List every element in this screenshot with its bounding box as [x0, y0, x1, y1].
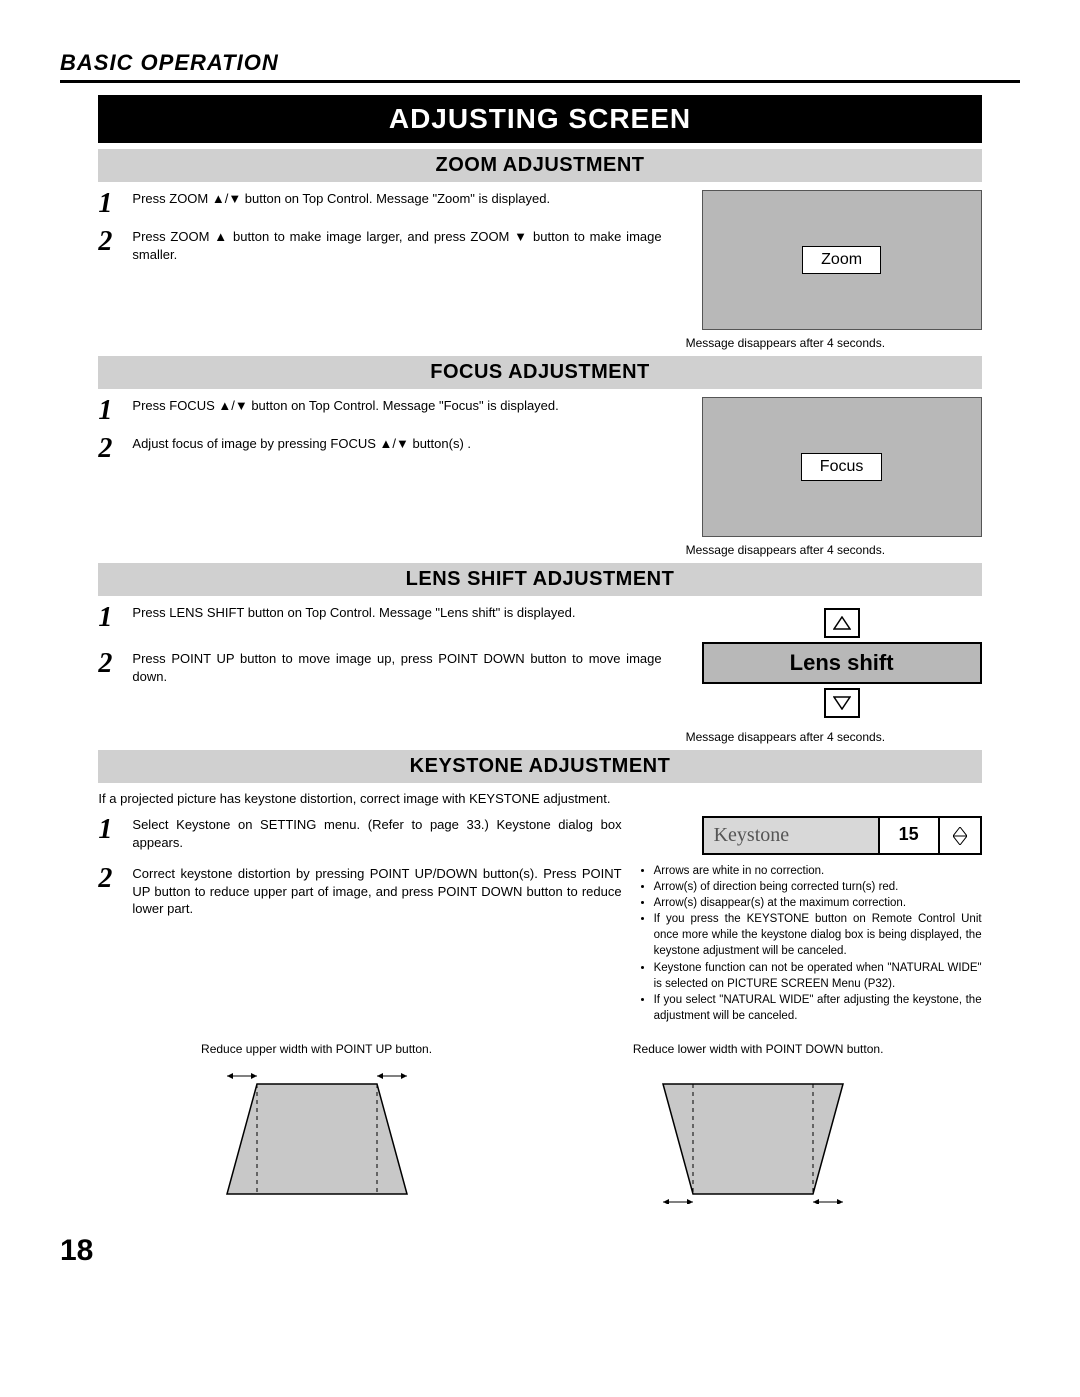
zoom-step-1: 1 Press ZOOM ▲/▼ button on Top Control. … — [98, 190, 661, 218]
keystone-box-label: Keystone — [704, 818, 880, 853]
keystone-step-2: 2 Correct keystone distortion by pressin… — [98, 865, 621, 918]
step-text: Correct keystone distortion by pressing … — [132, 865, 621, 918]
page-number: 18 — [60, 1234, 1020, 1268]
trap-lower-caption: Reduce lower width with POINT DOWN butto… — [633, 1042, 884, 1056]
zoom-label-box: Zoom — [802, 246, 881, 274]
trapezoid-row: Reduce upper width with POINT UP button.… — [98, 1042, 981, 1204]
focus-step-1: 1 Press FOCUS ▲/▼ button on Top Control.… — [98, 397, 661, 425]
zoom-caption: Message disappears after 4 seconds. — [686, 336, 982, 350]
step-text: Press FOCUS ▲/▼ button on Top Control. M… — [132, 397, 661, 415]
zoom-illustration: Zoom Message disappears after 4 seconds. — [682, 190, 982, 350]
focus-caption: Message disappears after 4 seconds. — [686, 543, 982, 557]
trap-upper-block: Reduce upper width with POINT UP button. — [197, 1042, 437, 1204]
step-number: 1 — [98, 397, 120, 425]
zoom-row: 1 Press ZOOM ▲/▼ button on Top Control. … — [98, 190, 981, 350]
keystone-intro: If a projected picture has keystone dist… — [98, 791, 981, 806]
lens-heading: LENS SHIFT ADJUSTMENT — [98, 563, 981, 596]
step-text: Press LENS SHIFT button on Top Control. … — [132, 604, 661, 622]
keystone-bullet: If you select "NATURAL WIDE" after adjus… — [654, 992, 982, 1024]
keystone-bullet: Arrow(s) disappear(s) at the maximum cor… — [654, 895, 982, 911]
zoom-steps: 1 Press ZOOM ▲/▼ button on Top Control. … — [98, 190, 661, 350]
step-text: Press ZOOM ▲ button to make image larger… — [132, 228, 661, 263]
step-text: Select Keystone on SETTING menu. (Refer … — [132, 816, 621, 851]
keystone-illustration: Keystone 15 Arrows are white in no corre… — [642, 816, 982, 1024]
lens-illustration: Lens shift Message disappears after 4 se… — [682, 604, 982, 744]
keystone-steps: 1 Select Keystone on SETTING menu. (Refe… — [98, 816, 621, 1024]
keystone-step-1: 1 Select Keystone on SETTING menu. (Refe… — [98, 816, 621, 851]
zoom-heading: ZOOM ADJUSTMENT — [98, 149, 981, 182]
keystone-bullets: Arrows are white in no correction.Arrow(… — [642, 863, 982, 1024]
keystone-bullet: Keystone function can not be operated wh… — [654, 960, 982, 992]
keystone-arrows-icon — [940, 818, 980, 853]
section-header: BASIC OPERATION — [60, 50, 1020, 83]
step-number: 2 — [98, 650, 120, 678]
step-number: 1 — [98, 604, 120, 632]
step-text: Adjust focus of image by pressing FOCUS … — [132, 435, 661, 453]
trap-lower-block: Reduce lower width with POINT DOWN butto… — [633, 1042, 884, 1204]
focus-screen-box: Focus — [702, 397, 982, 537]
arrow-up-icon — [824, 608, 860, 638]
lens-caption: Message disappears after 4 seconds. — [686, 730, 982, 744]
step-number: 2 — [98, 228, 120, 256]
zoom-screen-box: Zoom — [702, 190, 982, 330]
keystone-heading: KEYSTONE ADJUSTMENT — [98, 750, 981, 783]
step-number: 1 — [98, 190, 120, 218]
step-text: Press POINT UP button to move image up, … — [132, 650, 661, 685]
focus-row: 1 Press FOCUS ▲/▼ button on Top Control.… — [98, 397, 981, 557]
keystone-row: 1 Select Keystone on SETTING menu. (Refe… — [98, 816, 981, 1024]
trap-upper-caption: Reduce upper width with POINT UP button. — [197, 1042, 437, 1056]
lens-step-1: 1 Press LENS SHIFT button on Top Control… — [98, 604, 661, 632]
arrow-down-icon — [824, 688, 860, 718]
keystone-bullet: Arrows are white in no correction. — [654, 863, 982, 879]
lens-row: 1 Press LENS SHIFT button on Top Control… — [98, 604, 981, 744]
step-number: 1 — [98, 816, 120, 844]
trapezoid-upper-icon — [197, 1064, 437, 1204]
step-number: 2 — [98, 435, 120, 463]
page-title-bar: ADJUSTING SCREEN — [98, 95, 981, 143]
lens-step-2: 2 Press POINT UP button to move image up… — [98, 650, 661, 685]
zoom-step-2: 2 Press ZOOM ▲ button to make image larg… — [98, 228, 661, 263]
trapezoid-lower-icon — [633, 1064, 873, 1204]
focus-illustration: Focus Message disappears after 4 seconds… — [682, 397, 982, 557]
focus-heading: FOCUS ADJUSTMENT — [98, 356, 981, 389]
lens-shift-box: Lens shift — [702, 608, 982, 718]
step-text: Press ZOOM ▲/▼ button on Top Control. Me… — [132, 190, 661, 208]
keystone-bullet: Arrow(s) of direction being corrected tu… — [654, 879, 982, 895]
step-number: 2 — [98, 865, 120, 893]
keystone-intro-row: If a projected picture has keystone dist… — [98, 791, 981, 806]
keystone-dialog-box: Keystone 15 — [702, 816, 982, 855]
keystone-bullet: If you press the KEYSTONE button on Remo… — [654, 911, 982, 959]
lens-label: Lens shift — [702, 642, 982, 684]
focus-steps: 1 Press FOCUS ▲/▼ button on Top Control.… — [98, 397, 661, 557]
focus-label-box: Focus — [801, 453, 883, 481]
keystone-box-value: 15 — [880, 818, 940, 853]
focus-step-2: 2 Adjust focus of image by pressing FOCU… — [98, 435, 661, 463]
lens-steps: 1 Press LENS SHIFT button on Top Control… — [98, 604, 661, 744]
